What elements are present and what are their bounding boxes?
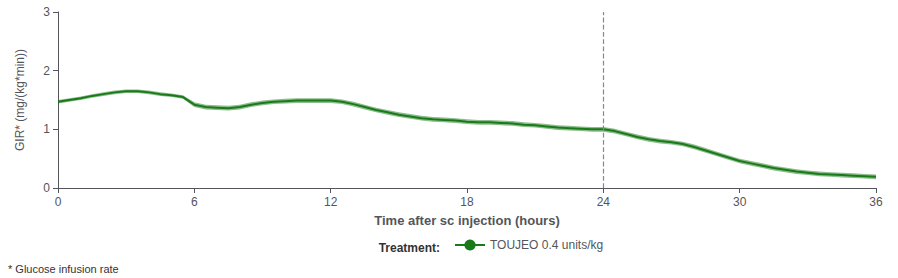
svg-text:30: 30 <box>733 195 747 209</box>
svg-text:0: 0 <box>43 181 50 195</box>
svg-text:1: 1 <box>43 122 50 136</box>
svg-text:3: 3 <box>43 5 50 19</box>
svg-text:Time after sc injection (hours: Time after sc injection (hours) <box>374 213 559 228</box>
svg-text:GIR* (mg/(kg*min)): GIR* (mg/(kg*min)) <box>13 49 27 151</box>
svg-text:2: 2 <box>43 64 50 78</box>
svg-text:24: 24 <box>597 195 611 209</box>
svg-text:36: 36 <box>869 195 883 209</box>
svg-text:Treatment:: Treatment: <box>379 241 440 255</box>
svg-text:6: 6 <box>191 195 198 209</box>
svg-text:* Glucose infusion rate: * Glucose infusion rate <box>8 263 119 275</box>
svg-text:12: 12 <box>324 195 338 209</box>
svg-text:TOUJEO 0.4 units/kg: TOUJEO 0.4 units/kg <box>490 238 603 252</box>
svg-text:18: 18 <box>460 195 474 209</box>
svg-text:0: 0 <box>55 195 62 209</box>
